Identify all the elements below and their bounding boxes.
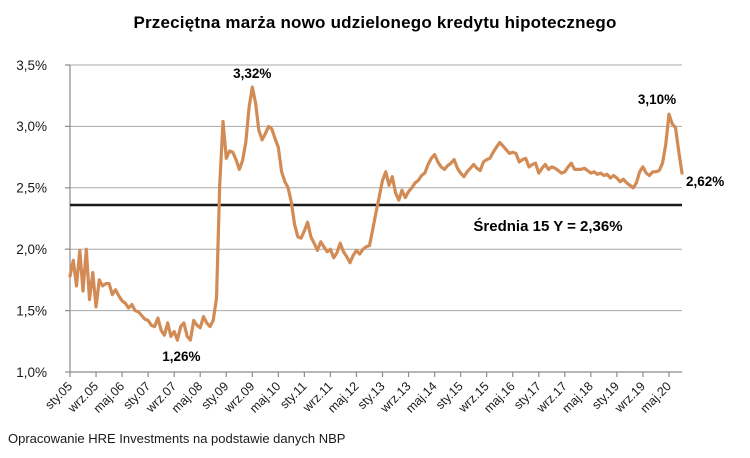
- data-annotation: 1,26%: [162, 349, 200, 364]
- data-annotation: 2,62%: [686, 174, 724, 189]
- y-tick-label: 3,5%: [16, 58, 47, 73]
- chart-title: Przeciętna marża nowo udzielonego kredyt…: [133, 13, 617, 32]
- y-tick-label: 3,0%: [16, 119, 47, 134]
- y-tick-label: 2,0%: [16, 242, 47, 257]
- y-tick-label: 1,5%: [16, 303, 47, 318]
- y-tick-label: 2,5%: [16, 181, 47, 196]
- source-note: Opracowanie HRE Investments na podstawie…: [8, 431, 346, 446]
- data-annotation: 3,10%: [638, 92, 676, 107]
- margin-series-line: [68, 85, 684, 342]
- y-tick-label: 1,0%: [16, 365, 47, 380]
- data-annotation: 3,32%: [233, 66, 271, 81]
- average-line-label: Średnia 15 Y = 2,36%: [473, 217, 622, 235]
